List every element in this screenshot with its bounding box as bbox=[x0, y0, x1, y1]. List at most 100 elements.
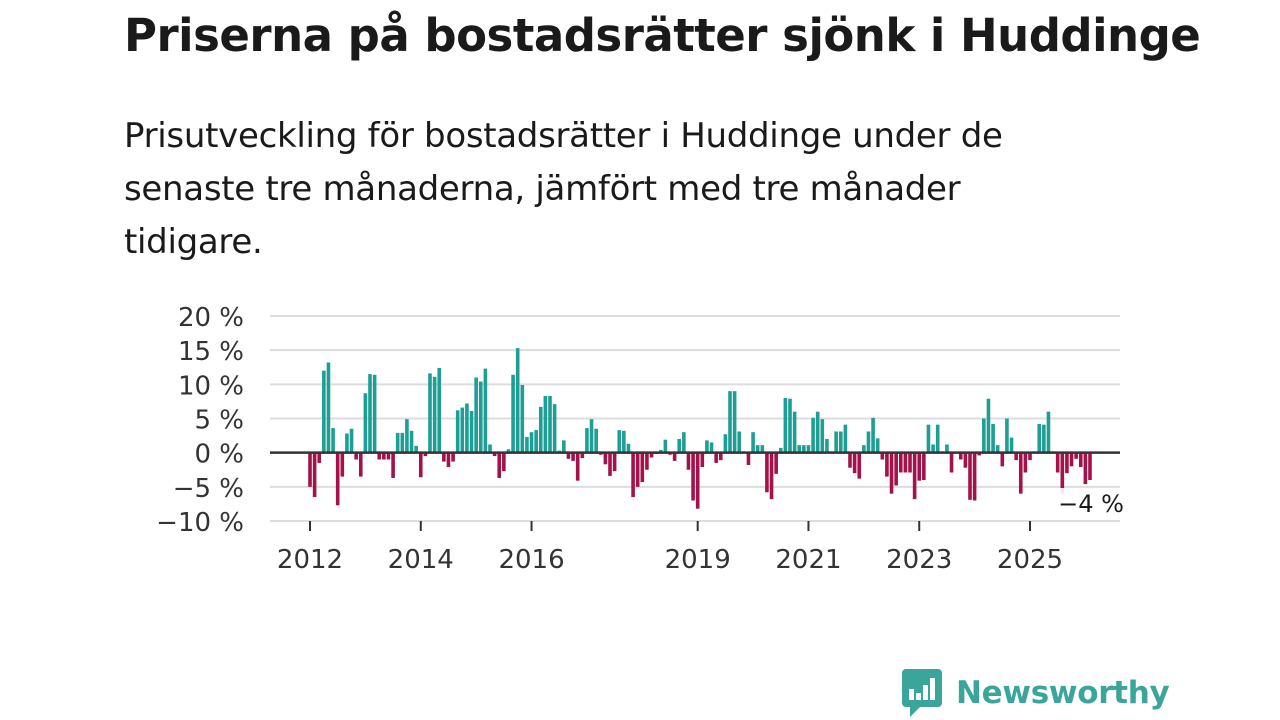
bar bbox=[714, 452, 718, 463]
x-tick-label: 2014 bbox=[388, 545, 454, 575]
bar bbox=[566, 452, 571, 459]
bar bbox=[386, 452, 391, 460]
x-tick-label: 2019 bbox=[665, 545, 731, 575]
y-tick-label: 0 % bbox=[194, 440, 244, 470]
bar bbox=[1037, 423, 1042, 453]
bar bbox=[405, 419, 409, 453]
bar bbox=[871, 417, 875, 453]
bar bbox=[428, 373, 432, 453]
bar bbox=[820, 419, 825, 453]
bar bbox=[931, 444, 935, 453]
bar bbox=[640, 452, 645, 483]
bar bbox=[469, 410, 474, 453]
bar bbox=[363, 393, 368, 453]
bar bbox=[838, 431, 843, 453]
bar bbox=[843, 424, 848, 453]
bar bbox=[349, 428, 354, 453]
bar bbox=[529, 432, 534, 453]
bar bbox=[774, 452, 778, 474]
x-tick-label: 2021 bbox=[775, 545, 841, 575]
bar bbox=[594, 428, 598, 453]
bar bbox=[423, 452, 428, 457]
bar bbox=[677, 439, 682, 453]
y-tick-label: 10 % bbox=[178, 371, 244, 401]
bar bbox=[728, 391, 732, 453]
bar bbox=[894, 452, 898, 486]
bar bbox=[1074, 452, 1078, 459]
bar bbox=[866, 431, 871, 453]
bar bbox=[926, 424, 931, 453]
bar bbox=[442, 452, 446, 462]
bar bbox=[1042, 424, 1046, 453]
bar bbox=[552, 404, 557, 453]
newsworthy-logo-icon bbox=[902, 669, 942, 717]
bar bbox=[705, 440, 709, 453]
bar bbox=[1009, 437, 1014, 453]
chart-title: Priserna på bostadsrätter sjönk i Huddin… bbox=[124, 9, 1201, 62]
bar bbox=[1018, 452, 1023, 494]
bar bbox=[1014, 452, 1018, 461]
bar bbox=[875, 438, 880, 453]
bar bbox=[515, 348, 520, 453]
bar bbox=[788, 398, 792, 453]
bar bbox=[778, 447, 783, 453]
bar bbox=[345, 433, 349, 453]
bar bbox=[1055, 452, 1060, 473]
bar bbox=[543, 395, 548, 453]
bar bbox=[538, 406, 543, 453]
bar bbox=[446, 452, 451, 468]
bar bbox=[968, 452, 972, 500]
x-tick-label: 2012 bbox=[277, 545, 343, 575]
bar bbox=[400, 432, 405, 453]
bar bbox=[834, 431, 838, 453]
bar bbox=[488, 444, 492, 453]
bar bbox=[580, 452, 585, 459]
bar bbox=[391, 452, 395, 478]
bar bbox=[562, 440, 566, 453]
bar bbox=[460, 407, 465, 453]
bar bbox=[963, 452, 968, 468]
bar bbox=[811, 417, 815, 453]
bar bbox=[922, 452, 926, 480]
bar bbox=[898, 452, 903, 473]
bar bbox=[432, 376, 437, 453]
bar bbox=[335, 452, 340, 506]
bar bbox=[746, 452, 751, 465]
bar bbox=[958, 452, 963, 460]
bar bbox=[418, 452, 423, 478]
chart-subtitle: Prisutveckling för bostadsrätter i Huddi… bbox=[124, 116, 1003, 262]
bar bbox=[1069, 452, 1074, 467]
bar bbox=[977, 452, 982, 456]
bar bbox=[760, 445, 765, 453]
bar bbox=[506, 449, 511, 453]
bar bbox=[755, 445, 760, 453]
bar bbox=[695, 452, 700, 509]
bar bbox=[478, 381, 483, 453]
bar bbox=[308, 452, 312, 487]
bar bbox=[862, 445, 866, 453]
bar bbox=[857, 452, 862, 479]
bar bbox=[372, 374, 377, 453]
newsworthy-logo: Newsworthy bbox=[902, 668, 1170, 718]
bar bbox=[525, 436, 529, 453]
bar bbox=[737, 431, 742, 453]
bar bbox=[626, 443, 631, 453]
bar bbox=[589, 419, 594, 453]
y-tick-label: −5 % bbox=[173, 474, 244, 504]
bar bbox=[709, 442, 714, 453]
bar bbox=[1088, 452, 1092, 480]
bar bbox=[645, 452, 649, 470]
bar bbox=[465, 403, 469, 453]
bar-chart: 20 % 15 % 10 % 5 % 0 % −5 % −10 % 2012 2014 2016 2… bbox=[156, 303, 1124, 575]
bar bbox=[575, 452, 580, 481]
bar bbox=[945, 444, 949, 453]
bar bbox=[797, 445, 802, 453]
newsworthy-logo-text: Newsworthy bbox=[956, 675, 1170, 711]
bar bbox=[331, 428, 335, 453]
bar bbox=[635, 452, 640, 487]
bar bbox=[815, 411, 820, 453]
bar bbox=[991, 423, 995, 453]
bar bbox=[852, 452, 857, 474]
bar bbox=[691, 452, 695, 501]
bar bbox=[718, 452, 723, 461]
